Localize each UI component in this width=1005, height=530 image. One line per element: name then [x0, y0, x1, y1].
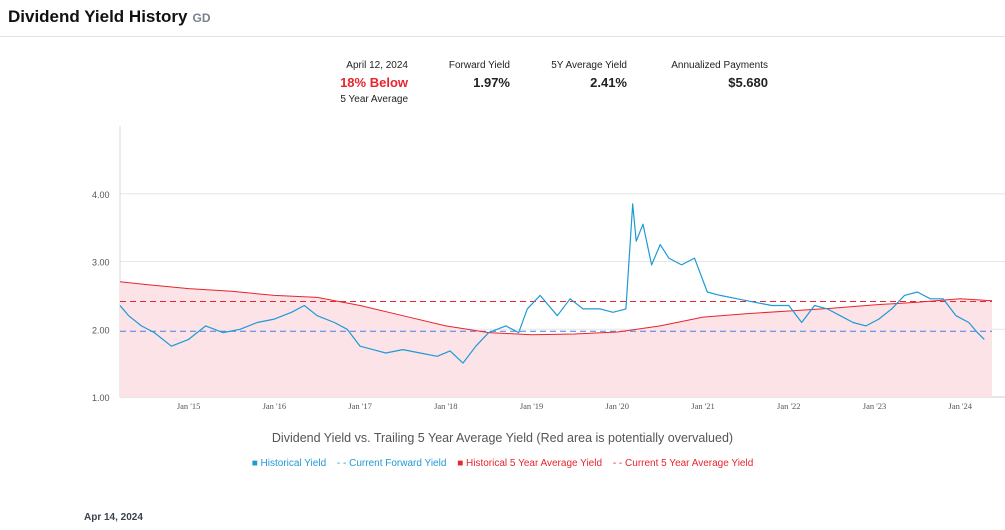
stat-date: April 12, 2024 [346, 60, 408, 71]
stat-annualized-payments: Annualized Payments $5.680 [662, 60, 768, 90]
avg-yield-value: 2.41% [590, 75, 627, 90]
chart-legend: ■ Historical Yield - - Current Forward Y… [0, 458, 1005, 469]
forward-yield-label: Forward Yield [448, 60, 510, 71]
pct-sub-label: 5 Year Average [340, 94, 408, 105]
stat-forward-yield: Forward Yield 1.97% [440, 60, 510, 90]
legend-current-avg[interactable]: - - Current 5 Year Average Yield [613, 458, 753, 469]
stat-date-block: April 12, 2024 18% Below 5 Year Average [320, 60, 408, 105]
pct-below-average: 18% Below [340, 75, 408, 90]
x-tick-label: Jan '24 [949, 401, 973, 411]
legend-historical[interactable]: ■ Historical Yield [252, 458, 326, 469]
y-tick-label: 2.00 [92, 325, 110, 335]
title-text: Dividend Yield History [8, 7, 188, 26]
overvalued-area [120, 281, 992, 397]
avg-yield-label: 5Y Average Yield [551, 60, 627, 71]
x-tick-label: Jan '22 [777, 401, 801, 411]
legend-forward-label: - - Current Forward Yield [336, 458, 447, 469]
yield-chart[interactable]: 1.00 2.00 3.00 4.00 Jan '15 Jan '16 Jan '17 Jan… [0, 120, 1005, 420]
legend-avg-label: Historical 5 Year Average Yield [466, 458, 603, 469]
x-tick-label: Jan '17 [348, 401, 372, 411]
legend-historical-label: Historical Yield [260, 458, 327, 469]
legend-current-avg-label: - - Current 5 Year Average Yield [612, 458, 754, 469]
x-tick-label: Jan '23 [863, 401, 887, 411]
legend-square-icon: ■ [457, 458, 464, 469]
ticker-symbol: GD [192, 11, 211, 25]
legend-square-icon: ■ [251, 458, 258, 469]
forward-yield-value: 1.97% [473, 75, 510, 90]
x-tick-label: Jan '21 [691, 401, 715, 411]
y-tick-label: 4.00 [92, 190, 110, 200]
header: Dividend Yield History GD [0, 0, 1005, 37]
payments-label: Annualized Payments [671, 60, 768, 71]
y-tick-label: 3.00 [92, 258, 110, 268]
payments-value: $5.680 [728, 75, 768, 90]
x-tick-label: Jan '15 [177, 401, 201, 411]
footer-date: Apr 14, 2024 [84, 512, 143, 523]
x-tick-label: Jan '16 [263, 401, 287, 411]
page-title: Dividend Yield History GD [8, 7, 211, 27]
chart-caption: Dividend Yield vs. Trailing 5 Year Avera… [271, 431, 734, 445]
stat-5y-average: 5Y Average Yield 2.41% [545, 60, 627, 90]
series-5y-average-line [119, 281, 993, 336]
x-tick-label: Jan '18 [434, 401, 458, 411]
legend-avg[interactable]: ■ Historical 5 Year Average Yield [457, 458, 602, 469]
y-tick-label: 1.00 [92, 393, 110, 403]
series-historical-yield-line [119, 203, 985, 364]
x-tick-label: Jan '19 [520, 401, 544, 411]
x-tick-label: Jan '20 [606, 401, 630, 411]
legend-forward[interactable]: - - Current Forward Yield [337, 458, 446, 469]
